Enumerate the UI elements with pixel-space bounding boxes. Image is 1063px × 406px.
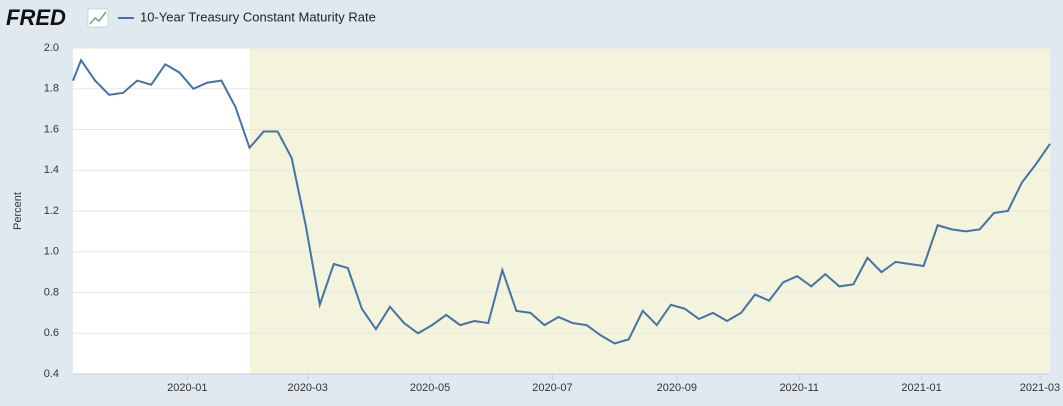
x-tick-label: 2021-01: [901, 382, 941, 394]
y-tick-label: 0.4: [44, 368, 59, 380]
y-axis-label: Percent: [12, 192, 24, 230]
y-tick-label: 1.6: [44, 123, 59, 135]
x-tick-label: 2020-01: [167, 382, 207, 394]
x-tick-label: 2020-07: [532, 382, 572, 394]
y-tick-label: 0.8: [44, 286, 59, 298]
y-tick-label: 1.0: [44, 246, 59, 258]
logo: FRED: [6, 5, 66, 30]
legend-label: 10-Year Treasury Constant Maturity Rate: [140, 9, 376, 24]
y-tick-label: 1.4: [44, 164, 59, 176]
x-tick-label: 2020-11: [779, 382, 819, 394]
y-tick-label: 0.6: [44, 327, 59, 339]
y-tick-label: 1.2: [44, 205, 59, 217]
y-tick-label: 1.8: [44, 83, 59, 95]
x-tick-label: 2021-03: [1020, 382, 1060, 394]
x-tick-label: 2020-09: [657, 382, 697, 394]
logo-icon: [87, 8, 109, 28]
y-tick-label: 2.0: [44, 42, 59, 54]
series-line: [72, 58, 1051, 345]
x-tick-label: 2020-03: [288, 382, 328, 394]
x-tick-label: 2020-05: [410, 382, 450, 394]
